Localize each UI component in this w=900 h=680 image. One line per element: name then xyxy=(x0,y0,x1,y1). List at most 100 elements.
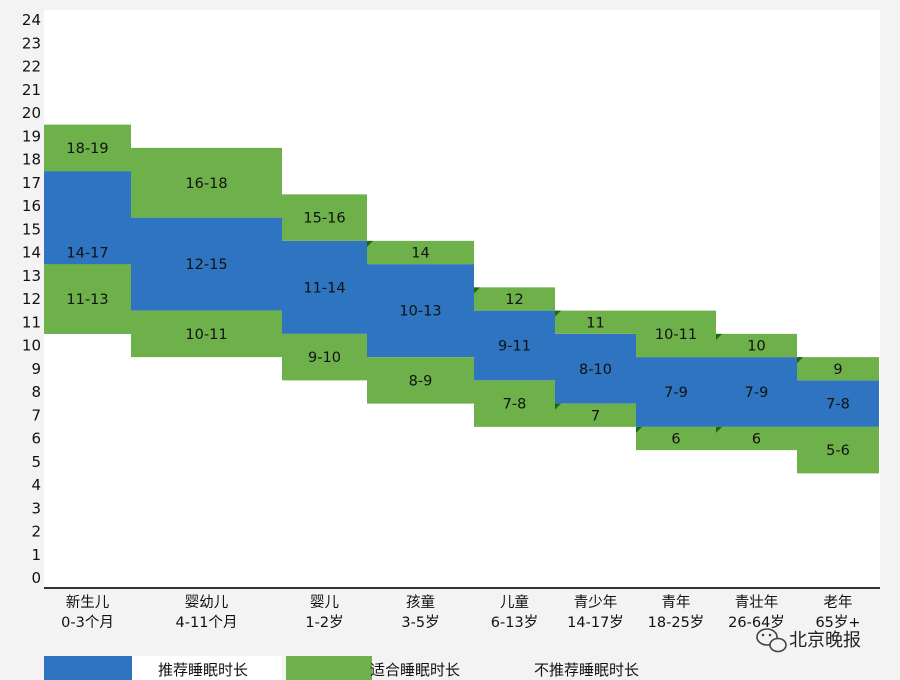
y-tick-label: 18 xyxy=(22,151,41,169)
x-category-name: 孩童 xyxy=(406,593,435,611)
bar-value-label: 8-9 xyxy=(409,373,433,389)
x-category-name: 青壮年 xyxy=(735,594,779,611)
y-tick-label: 4 xyxy=(31,476,41,494)
bar-recommended xyxy=(636,357,716,427)
y-tick-label: 5 xyxy=(31,453,41,471)
x-category-name: 青年 xyxy=(662,594,691,611)
cell-marker xyxy=(367,240,373,247)
bar-value-label: 14-17 xyxy=(66,246,108,262)
bar-appropriate_lower xyxy=(797,426,879,474)
cell-marker xyxy=(797,357,803,364)
x-category-range: 65岁+ xyxy=(815,614,860,631)
bar-appropriate_upper xyxy=(44,124,131,172)
bar-value-label: 10-13 xyxy=(399,304,441,320)
bar-appropriate_upper xyxy=(282,194,367,241)
y-tick-label: 7 xyxy=(31,406,41,424)
bar-appropriate_upper xyxy=(367,240,474,265)
x-category-name: 新生儿 xyxy=(66,594,110,611)
bar-appropriate_lower xyxy=(367,357,474,404)
bar-value-label: 12-15 xyxy=(185,257,227,273)
legend-label-not-recommended: 不推荐睡眠时长 xyxy=(534,661,639,679)
legend-swatch-appropriate xyxy=(286,656,372,680)
bar-value-label: 5-6 xyxy=(826,443,850,459)
x-category-name: 青少年 xyxy=(574,594,618,611)
bar-recommended xyxy=(131,217,282,311)
legend-swatch-recommended xyxy=(44,656,132,680)
x-category-range: 1-2岁 xyxy=(305,614,343,631)
x-category-range: 18-25岁 xyxy=(648,614,705,631)
watermark-text: 北京晚报 xyxy=(789,630,861,651)
bar-appropriate_lower xyxy=(716,426,797,451)
bar-recommended xyxy=(282,240,367,334)
bar-appropriate_upper xyxy=(555,310,636,334)
y-tick-label: 22 xyxy=(22,58,41,76)
bar-appropriate_upper xyxy=(636,310,716,358)
y-tick-label: 11 xyxy=(22,313,41,331)
x-category-name: 儿童 xyxy=(500,593,529,611)
bar-appropriate_upper xyxy=(716,333,797,358)
y-tick-label: 21 xyxy=(22,81,41,99)
x-category-range: 26-64岁 xyxy=(728,614,785,631)
y-tick-label: 0 xyxy=(31,569,41,587)
cell-marker xyxy=(474,287,480,294)
cell-marker xyxy=(636,426,642,433)
bar-value-label: 10-11 xyxy=(655,327,697,343)
bar-recommended xyxy=(474,310,555,381)
cell-marker xyxy=(555,403,561,410)
bar-value-label: 16-18 xyxy=(185,176,227,192)
bar-value-label: 7-9 xyxy=(664,385,688,401)
bar-value-label: 6 xyxy=(671,432,680,448)
bar-recommended xyxy=(555,333,636,404)
x-category-range: 6-13岁 xyxy=(491,614,538,631)
cell-marker xyxy=(555,310,561,317)
bar-value-label: 9 xyxy=(833,362,842,378)
y-tick-label: 17 xyxy=(22,174,41,192)
x-category-range: 3-5岁 xyxy=(401,614,439,631)
x-category-range: 4-11个月 xyxy=(176,614,238,631)
bar-appropriate_upper xyxy=(131,147,282,218)
bar-value-label: 14 xyxy=(411,246,429,262)
y-tick-label: 15 xyxy=(22,220,41,238)
bar-value-label: 12 xyxy=(505,292,523,308)
legend-label-recommended: 推荐睡眠时长 xyxy=(158,661,248,679)
bar-appropriate_lower xyxy=(555,403,636,427)
bar-appropriate_lower xyxy=(282,333,367,381)
y-tick-label: 2 xyxy=(31,523,41,541)
bar-recommended xyxy=(716,357,797,427)
bar-value-label: 8-10 xyxy=(579,362,612,378)
bar-value-label: 18-19 xyxy=(66,141,108,157)
x-category-range: 14-17岁 xyxy=(567,614,624,631)
y-tick-label: 13 xyxy=(22,267,41,285)
y-tick-label: 10 xyxy=(22,337,41,355)
y-tick-label: 20 xyxy=(22,104,41,122)
bar-appropriate_lower xyxy=(44,264,131,334)
bar-value-label: 7-9 xyxy=(745,385,769,401)
x-category-name: 婴儿 xyxy=(310,594,339,611)
y-tick-label: 24 xyxy=(22,11,41,29)
y-tick-label: 3 xyxy=(31,499,41,517)
y-tick-label: 8 xyxy=(31,383,41,401)
cell-marker xyxy=(716,426,722,433)
bar-appropriate_lower xyxy=(474,380,555,427)
bar-value-label: 9-10 xyxy=(308,350,341,366)
x-category-name: 老年 xyxy=(824,594,853,611)
y-tick-label: 16 xyxy=(22,197,41,215)
cell-marker xyxy=(716,333,722,340)
bar-value-label: 10 xyxy=(747,339,765,355)
x-category-range: 0-3个月 xyxy=(61,614,114,631)
bar-appropriate_lower xyxy=(131,310,282,358)
bar-value-label: 9-11 xyxy=(498,339,531,355)
y-tick-label: 19 xyxy=(22,127,41,145)
bar-value-label: 7-8 xyxy=(826,397,850,413)
y-tick-label: 1 xyxy=(31,546,41,564)
wechat-icon xyxy=(756,628,787,653)
bar-appropriate_lower xyxy=(636,426,716,451)
y-tick-label: 23 xyxy=(22,34,41,52)
watermark: 北京晚报 xyxy=(756,628,861,653)
y-tick-label: 12 xyxy=(22,290,41,308)
legend-swatch-not-recommended xyxy=(474,656,524,680)
bar-value-label: 6 xyxy=(752,432,761,448)
bar-value-label: 10-11 xyxy=(185,327,227,343)
bar-value-label: 7 xyxy=(591,408,600,424)
bar-value-label: 11-14 xyxy=(303,280,345,296)
